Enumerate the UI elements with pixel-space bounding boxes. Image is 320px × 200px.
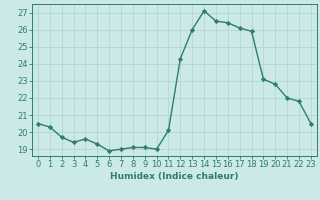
X-axis label: Humidex (Indice chaleur): Humidex (Indice chaleur) bbox=[110, 172, 239, 181]
